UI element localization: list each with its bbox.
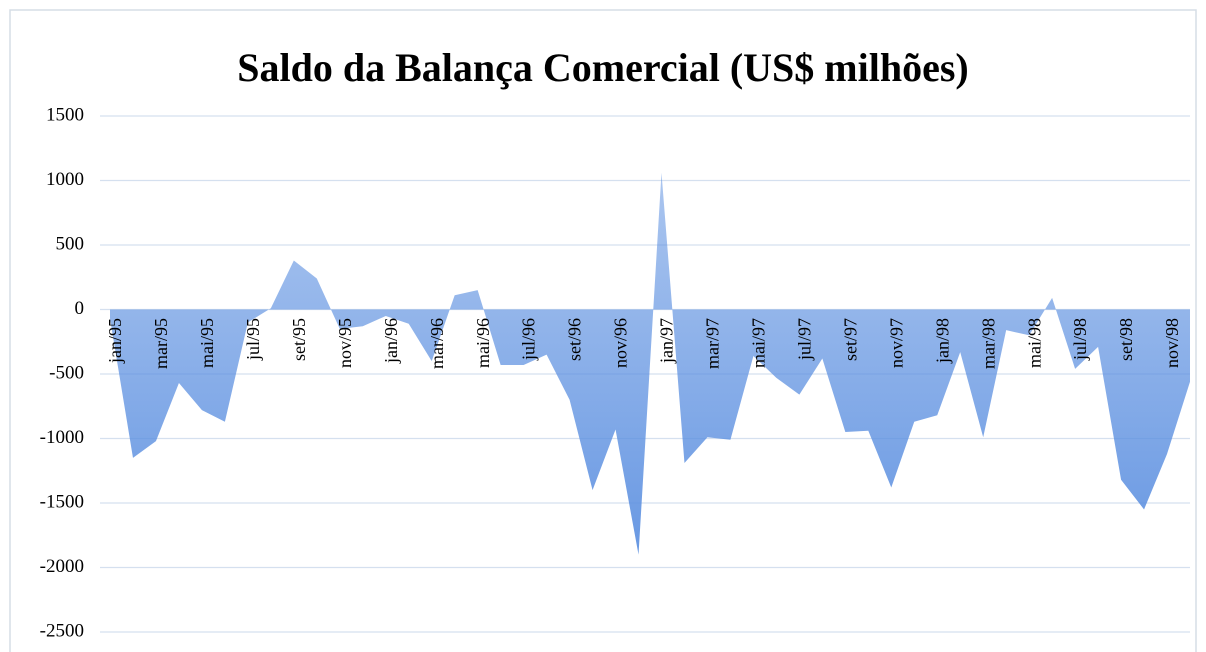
x-tick-label: jan/96 (381, 318, 401, 364)
y-tick-label: -1500 (40, 491, 84, 512)
x-tick-label: jul/96 (519, 318, 539, 361)
x-tick-label: jul/95 (243, 318, 263, 361)
x-tick-label: set/98 (1116, 318, 1136, 361)
x-tick-label: mai/97 (749, 318, 769, 368)
chart-title: Saldo da Balança Comercial (US$ milhões) (237, 45, 969, 90)
area (110, 172, 1190, 555)
y-tick-label: 1000 (46, 169, 84, 190)
x-tick-label: mar/98 (978, 318, 998, 369)
y-tick-label: -2500 (40, 620, 84, 641)
x-tick-label: mai/98 (1024, 318, 1044, 368)
x-tick-label: jan/98 (932, 318, 952, 364)
x-tick-label: mai/96 (473, 318, 493, 368)
y-tick-label: 1500 (46, 104, 84, 125)
y-tick-label: -2000 (40, 556, 84, 577)
y-tick-label: -500 (49, 362, 84, 383)
x-tick-label: set/97 (840, 318, 860, 361)
x-tick-label: set/95 (289, 318, 309, 361)
y-tick-label: 0 (75, 298, 85, 319)
area-layer (110, 172, 1190, 555)
y-tick-label: -1000 (40, 427, 84, 448)
x-tick-label: jul/97 (794, 318, 814, 361)
x-tick-label: nov/95 (335, 318, 355, 368)
y-tick-label: 500 (56, 233, 85, 254)
labels: 1500 1000 500 0 -500 -1000 -1500 -2000 -2500 jan/… (40, 104, 1182, 641)
x-tick-label: nov/98 (1162, 318, 1182, 368)
x-tick-label: mar/95 (151, 318, 171, 369)
chart-frame (9, 9, 1197, 652)
x-tick-label: mar/97 (703, 318, 723, 369)
x-tick-label: mar/96 (427, 318, 447, 369)
x-tick-label: nov/97 (886, 318, 906, 368)
x-tick-label: jan/97 (657, 318, 677, 364)
x-tick-label: jan/95 (105, 318, 125, 364)
x-tick-label: jul/98 (1070, 318, 1090, 361)
x-tick-label: set/96 (565, 318, 585, 361)
x-tick-label: mai/95 (197, 318, 217, 368)
x-tick-label: nov/96 (611, 318, 631, 368)
